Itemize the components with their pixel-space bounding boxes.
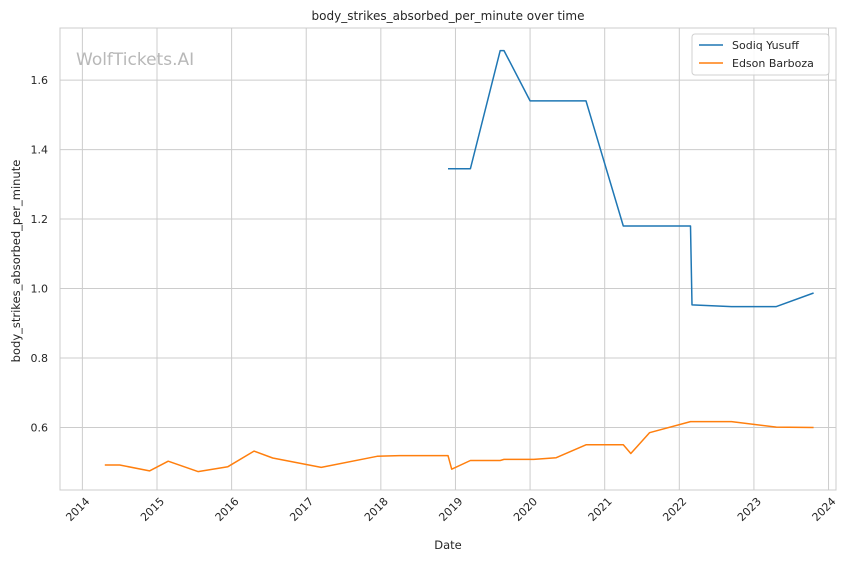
legend-box — [691, 33, 830, 76]
y-tick-label: 1.6 — [31, 74, 49, 87]
x-axis-ticks: 2014 2015 2016 2017 2018 2019 2020 2021 2022 2023… — [63, 495, 838, 524]
x-tick-label: 2022 — [660, 495, 689, 524]
plot-background — [59, 27, 837, 491]
chart-title: body_strikes_absorbed_per_minute over ti… — [312, 9, 585, 23]
y-tick-label: 1.0 — [31, 283, 49, 296]
x-tick-label: 2014 — [63, 495, 92, 524]
x-tick-label: 2017 — [287, 495, 316, 524]
x-tick-label: 2018 — [362, 495, 391, 524]
x-tick-label: 2016 — [213, 495, 242, 524]
series-line-edson-barboza — [104, 420, 814, 473]
x-tick-label: 2024 — [810, 495, 839, 524]
y-axis-label: body_strikes_absorbed_per_minute — [9, 160, 23, 363]
y-tick-label: 0.8 — [31, 352, 49, 365]
y-axis-ticks: 0.6 0.8 1.0 1.2 1.4 1.6 — [31, 74, 49, 434]
legend-label-sodiq-yusuff: Sodiq Yusuff — [732, 39, 799, 52]
x-axis-label: Date — [434, 538, 462, 552]
x-tick-label: 2020 — [511, 495, 540, 524]
series-line-sodiq-yusuff — [448, 49, 814, 308]
x-tick-label: 2021 — [586, 495, 615, 524]
series-lines — [104, 49, 814, 473]
legend: Sodiq Yusuff Edson Barboza — [691, 33, 830, 76]
legend-label-edson-barboza: Edson Barboza — [732, 57, 814, 70]
watermark: WolfTickets.AI — [76, 50, 194, 70]
y-tick-label: 1.2 — [31, 213, 49, 226]
y-tick-label: 1.4 — [31, 144, 49, 157]
x-tick-label: 2019 — [436, 495, 465, 524]
x-tick-label: 2015 — [138, 495, 167, 524]
grid-lines — [60, 28, 836, 490]
x-tick-label: 2023 — [735, 495, 764, 524]
y-tick-label: 0.6 — [31, 421, 49, 434]
